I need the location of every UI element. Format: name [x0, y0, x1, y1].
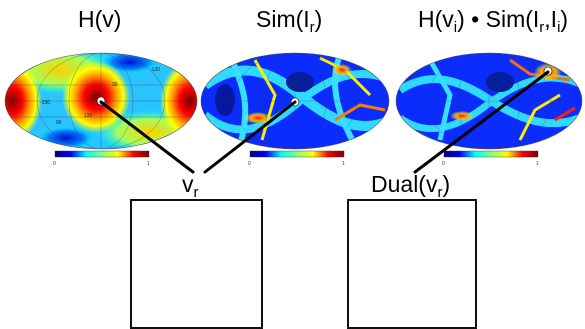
colorbar-3-max: 1 — [536, 161, 539, 167]
colorbar-1 — [54, 150, 150, 158]
svg-text:120: 120 — [84, 113, 93, 119]
title-combined: H(vi) • Sim(Ir,Ii) — [418, 6, 569, 36]
colorbar-2-max: 1 — [342, 161, 345, 167]
combined-map — [395, 52, 583, 150]
colorbar-1-min: 0 — [53, 161, 56, 167]
render-frame-viewpoint — [130, 199, 263, 329]
colorbar-2 — [249, 150, 345, 158]
connector-similarity — [203, 100, 297, 174]
render-frame-dual — [347, 199, 477, 329]
title-similarity: Sim(Ir) — [256, 6, 323, 36]
title-entropy: H(v) — [78, 6, 122, 32]
svg-text:90: 90 — [56, 120, 62, 126]
similarity-map — [200, 52, 390, 150]
label-dual-viewpoint: Dual(vr) — [371, 171, 451, 201]
label-viewpoint: vr — [182, 171, 199, 201]
grid-labels-map1: -120 -150 30 90 120 — [40, 67, 160, 126]
colorbar-2-min: 0 — [248, 161, 251, 167]
svg-text:-150: -150 — [40, 100, 50, 106]
svg-text:-120: -120 — [150, 67, 160, 73]
connector-lines — [99, 70, 550, 174]
colorbar-1-max: 1 — [147, 161, 150, 167]
colorbar-3-min: 0 — [442, 161, 445, 167]
svg-text:30: 30 — [112, 82, 118, 88]
connector-entropy — [99, 100, 195, 174]
colorbar-3 — [443, 150, 539, 158]
connector-combined — [413, 70, 550, 174]
